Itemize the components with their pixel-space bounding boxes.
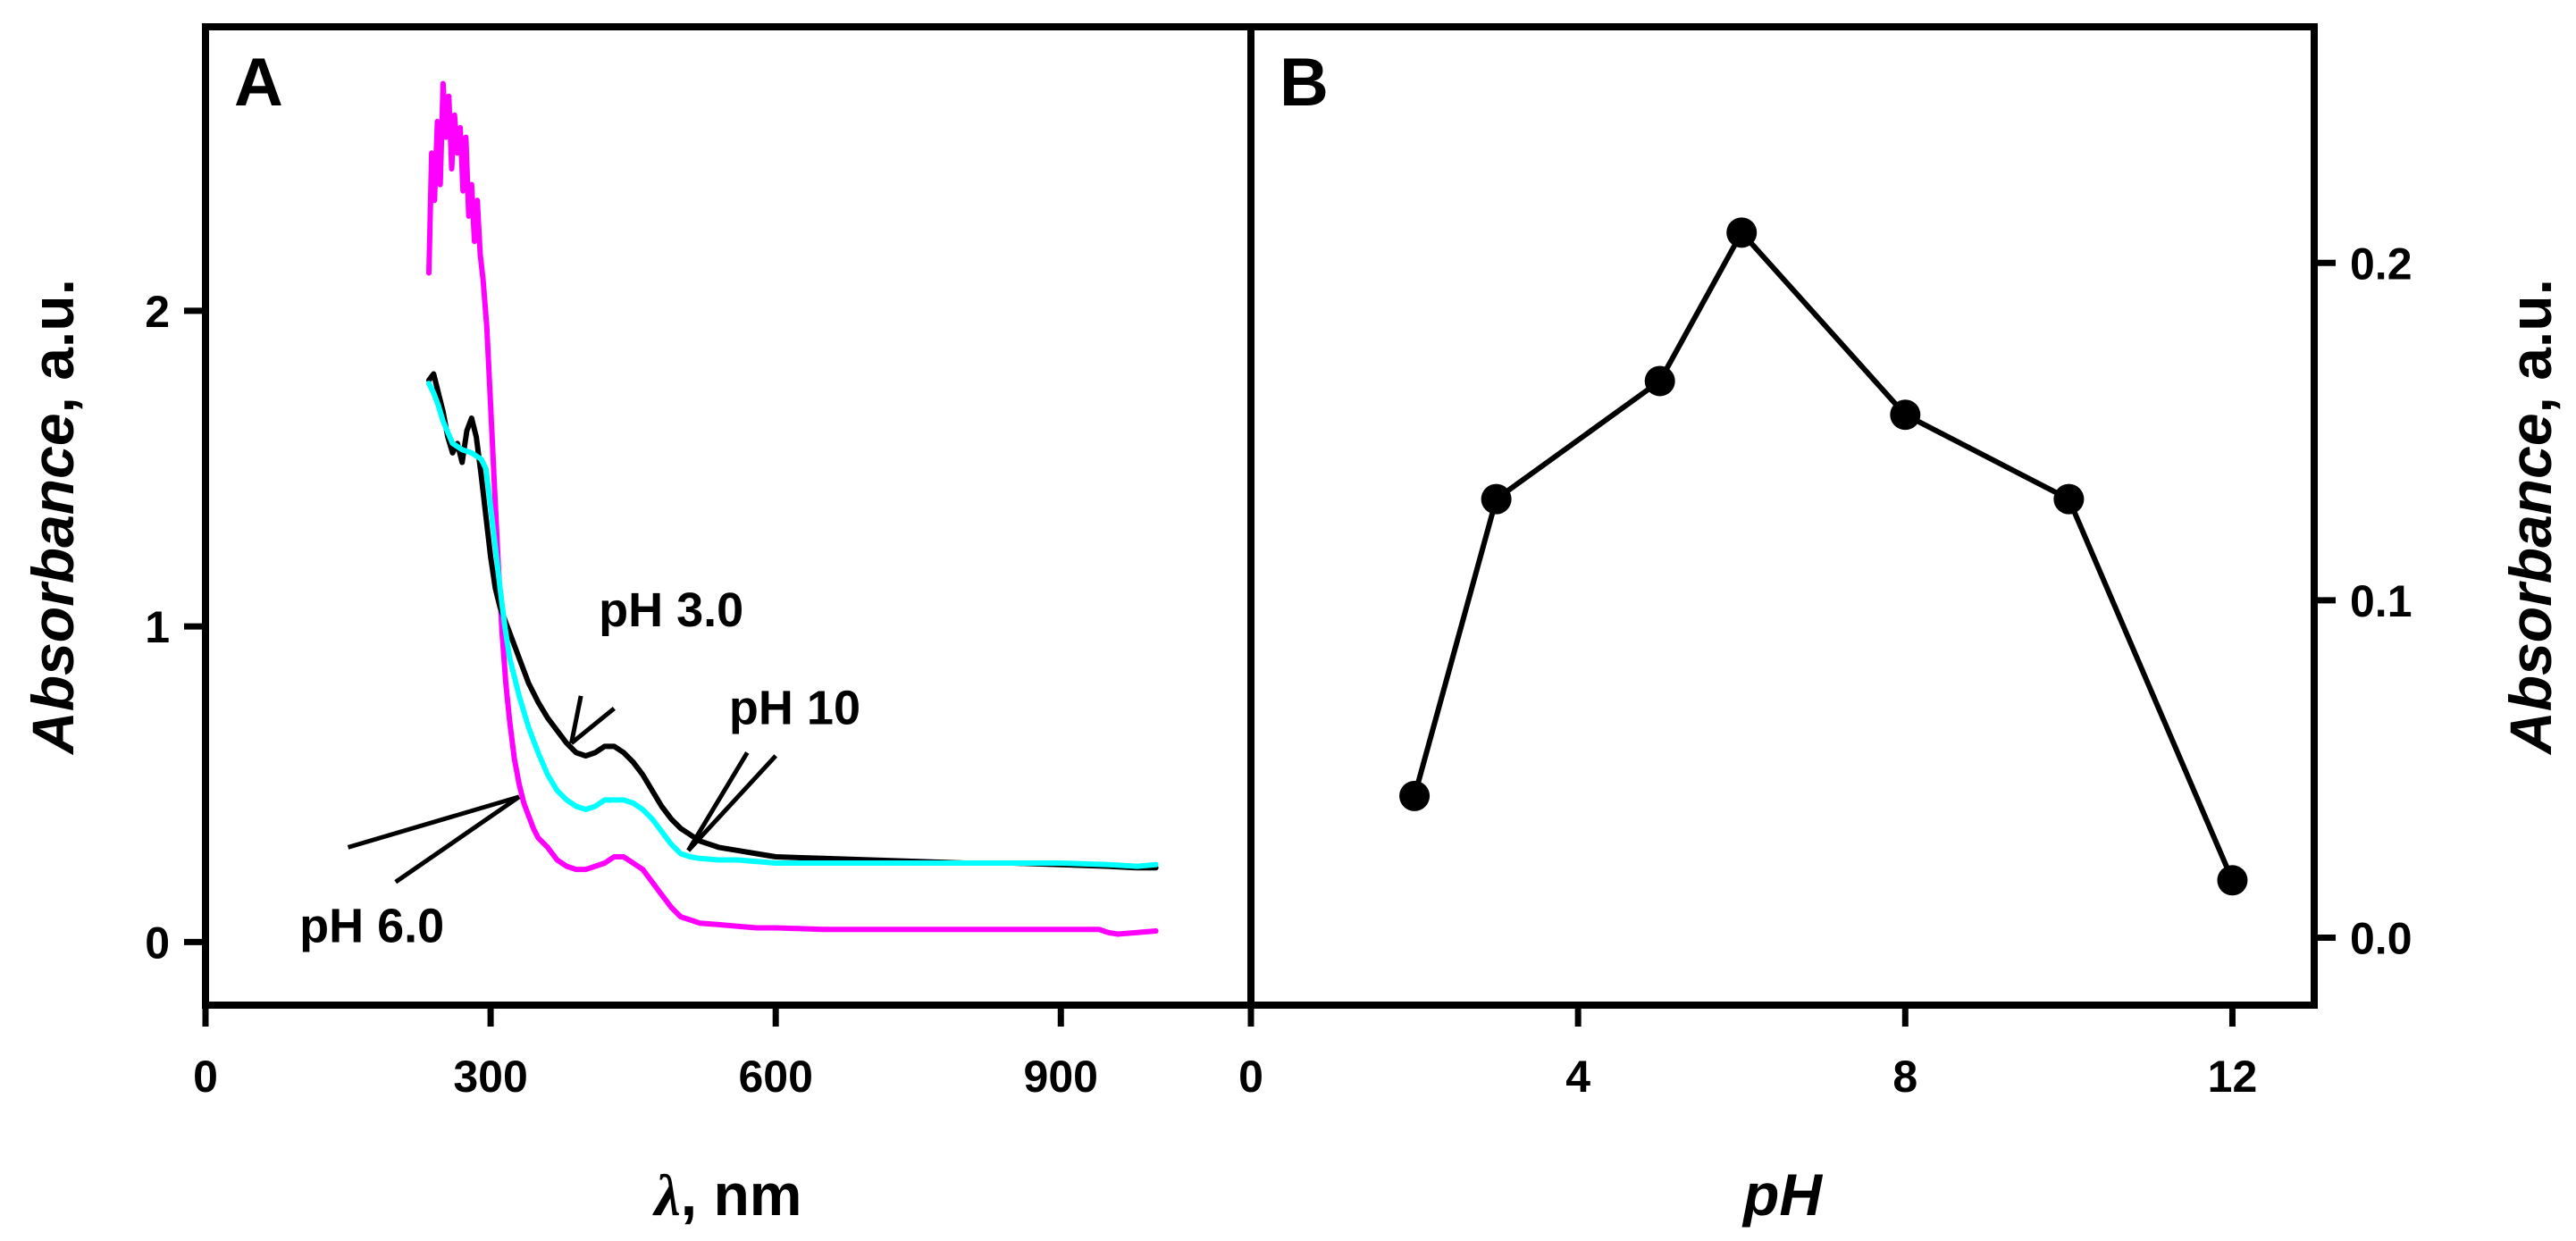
- panel-a-annotations: pH 3.0 pH 10 pH 6.0: [299, 583, 860, 952]
- y-axis-label-italic: Absorbance: [2497, 413, 2563, 755]
- panel-b-series: [1399, 217, 2248, 896]
- data-point: [2217, 865, 2248, 896]
- y-axis-label-unit: , a.u.: [20, 279, 86, 413]
- panel-b: B 0 4 8 12 0.0 0.1 0.2 pH Absorbance, a.u.: [1238, 23, 2563, 1228]
- y-tick-label: 0.2: [2350, 239, 2412, 289]
- y-axis-label-unit: , a.u.: [2497, 279, 2563, 413]
- data-point: [1890, 399, 1921, 431]
- panel-a-series: [426, 80, 1159, 937]
- panel-b-y-axis-label: Absorbance, a.u.: [2497, 279, 2563, 756]
- data-point: [1481, 483, 1512, 515]
- y-tick-label: 0.1: [2350, 576, 2412, 626]
- data-point: [1644, 365, 1675, 397]
- y-tick-label: 2: [145, 287, 170, 337]
- panel-b-x-axis-label: pH: [1741, 1161, 1823, 1228]
- series-line-ph-3-0: [426, 371, 1159, 871]
- panel-a-letter: A: [234, 45, 283, 121]
- panel-a-ticks: 0 300 600 900 0 1 2: [145, 287, 1098, 1102]
- data-point: [1399, 780, 1431, 811]
- panel-b-frame: [1247, 23, 2318, 1009]
- y-tick-label: 0: [145, 918, 170, 968]
- x-axis-unit: , nm: [681, 1161, 802, 1228]
- series-line-ph-10: [426, 381, 1159, 869]
- x-tick-label: 600: [738, 1052, 812, 1102]
- series-line: [1412, 230, 2236, 882]
- y-tick-label: 0.0: [2350, 913, 2412, 963]
- panel-b-ticks: 0 4 8 12 0.0 0.1 0.2: [1238, 239, 2412, 1102]
- x-tick-label: 8: [1892, 1052, 1917, 1102]
- annotation-arrow: [686, 754, 778, 852]
- x-tick-label: 0: [193, 1052, 218, 1102]
- lambda-symbol: λ: [652, 1163, 681, 1228]
- y-tick-label: 1: [145, 602, 170, 652]
- annotation-arrow: [569, 707, 616, 745]
- y-axis-label-italic: Absorbance: [20, 413, 86, 755]
- x-tick-label: 900: [1024, 1052, 1098, 1102]
- annotation-label: pH 3.0: [599, 583, 743, 637]
- annotation-label: pH 6.0: [299, 899, 444, 952]
- x-tick-label: 12: [2208, 1052, 2258, 1102]
- annotation-arrow: [686, 751, 750, 852]
- panel-a-x-axis-label: λ, nm: [652, 1161, 802, 1228]
- panel-a-y-axis-label: Absorbance, a.u.: [20, 279, 86, 756]
- x-tick-label: 300: [453, 1052, 527, 1102]
- panel-b-letter: B: [1280, 45, 1329, 121]
- x-tick-label: 4: [1565, 1052, 1590, 1102]
- annotation-arrow: [347, 794, 520, 850]
- series-line-ph-6-0: [426, 80, 1159, 937]
- annotation-arrow: [394, 794, 521, 885]
- x-tick-label: 0: [1238, 1052, 1263, 1102]
- annotation-label: pH 10: [729, 682, 860, 735]
- data-point: [1726, 217, 1758, 248]
- annotation-arrow: [569, 695, 583, 744]
- data-point: [2053, 483, 2085, 515]
